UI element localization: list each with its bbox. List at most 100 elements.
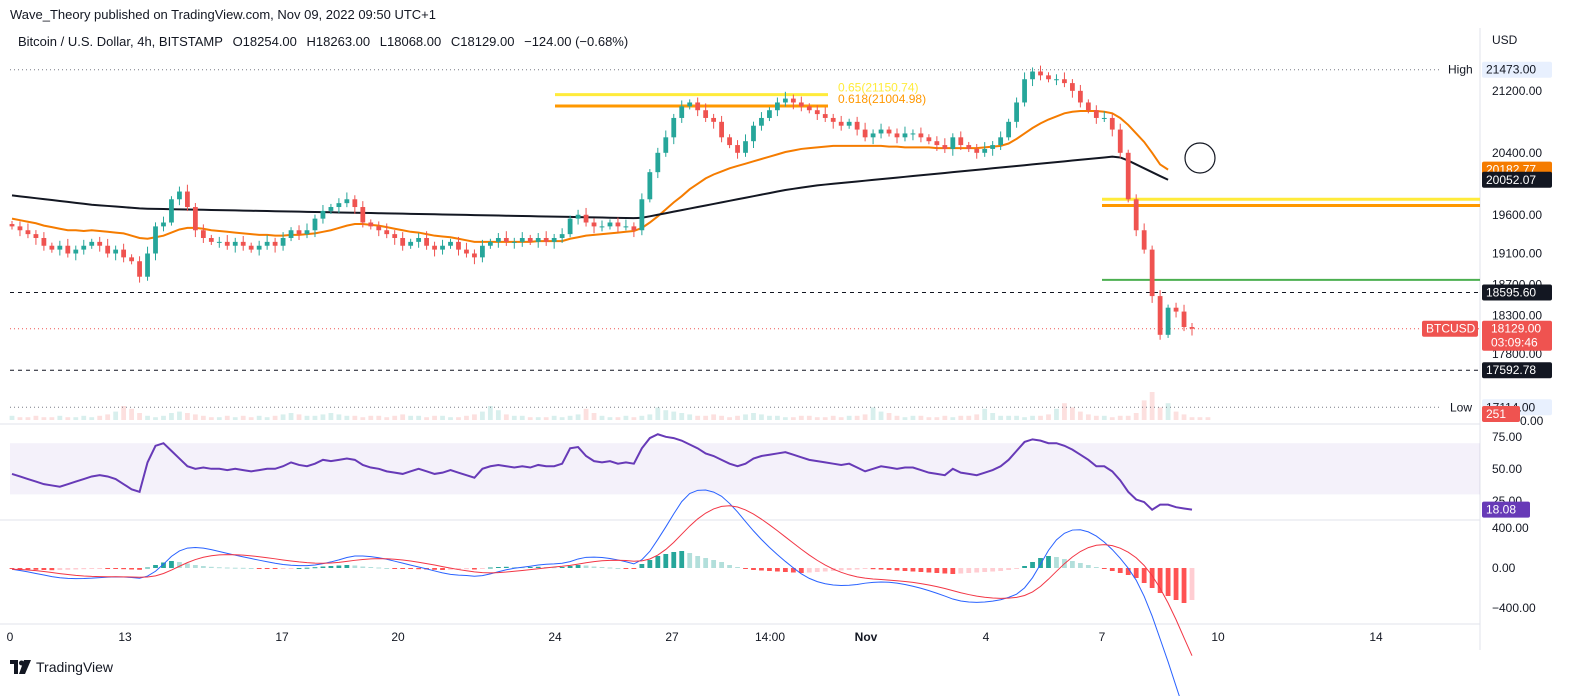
- macd-histogram-bar: [472, 568, 477, 570]
- macd-histogram-bar: [240, 567, 246, 569]
- macd-histogram-bar: [97, 568, 103, 569]
- candle-body: [759, 117, 764, 126]
- volume-bar: [1006, 415, 1012, 420]
- volume-bar: [639, 415, 645, 420]
- candle-body: [966, 145, 972, 149]
- macd-histogram-bar: [1085, 565, 1091, 568]
- candle-body: [89, 241, 95, 246]
- volume-bar: [719, 415, 724, 420]
- macd-histogram-bar: [559, 567, 565, 568]
- volume-bar: [1141, 400, 1147, 420]
- candle: [432, 241, 437, 257]
- dashed-level-label-bg: [1482, 362, 1552, 379]
- candle: [472, 249, 477, 265]
- candle-body: [551, 238, 557, 242]
- volume-bar: [424, 417, 429, 420]
- macd-histogram-bar: [535, 566, 541, 568]
- candle-body: [575, 214, 581, 219]
- dashed-level-label-text: 17592.78: [1486, 363, 1536, 377]
- candle-body: [942, 145, 948, 149]
- candle-body: [615, 222, 621, 227]
- volume-bar: [1189, 417, 1195, 420]
- rsi-axis-label: 75.00: [1492, 430, 1522, 444]
- macd-histogram-bar: [1157, 568, 1163, 593]
- macd-histogram-bar: [49, 568, 55, 571]
- macd-axis-label: 0.00: [1492, 561, 1516, 575]
- candle: [1141, 223, 1147, 254]
- volume-bar: [1125, 415, 1131, 420]
- volume-bar: [695, 415, 701, 420]
- candle-body: [735, 145, 740, 153]
- volume-bar: [73, 417, 79, 420]
- macd-histogram-bar: [1117, 568, 1123, 573]
- macd-histogram-bar: [1093, 567, 1099, 568]
- candle: [822, 107, 828, 122]
- candle-body: [782, 98, 788, 103]
- volume-bar: [551, 415, 557, 420]
- macd-histogram-bar: [743, 568, 748, 569]
- candle: [790, 94, 796, 110]
- candle: [926, 134, 932, 145]
- fib-label: 0.618(21004.98): [838, 92, 926, 106]
- macd-histogram-bar: [647, 560, 653, 568]
- candle: [1189, 323, 1195, 336]
- macd-histogram-bar: [129, 568, 134, 570]
- macd-histogram-bar: [1109, 568, 1115, 571]
- high-label: High: [1444, 61, 1478, 78]
- volume-bar: [400, 414, 406, 420]
- macd-histogram-bar: [822, 568, 828, 572]
- volume-bar: [846, 415, 852, 420]
- candle: [25, 223, 31, 239]
- candle: [81, 239, 87, 255]
- dashed-level-label-bg: [1482, 284, 1552, 301]
- candle: [719, 115, 724, 143]
- symbol-name[interactable]: Bitcoin / U.S. Dollar, 4h, BITSTAMP: [18, 34, 223, 49]
- macd-histogram-bar: [511, 567, 517, 568]
- volume-bar: [934, 417, 940, 420]
- candle-body: [543, 238, 549, 242]
- macd-histogram-bar: [336, 565, 342, 568]
- candle: [65, 238, 71, 258]
- macd-histogram-bar: [304, 567, 310, 569]
- macd-histogram-bar: [663, 554, 669, 568]
- macd-histogram-bar: [65, 568, 71, 570]
- candle-body: [926, 137, 932, 142]
- footer-brand-label: TradingView: [36, 659, 114, 675]
- macd-histogram-bar: [1189, 568, 1195, 600]
- ohlc-high: H18263.00: [306, 34, 371, 49]
- candle-body: [232, 241, 238, 246]
- macd-histogram-bar: [177, 562, 182, 568]
- candle-body: [703, 110, 709, 118]
- macd-histogram-bar: [782, 568, 788, 572]
- volume-bar: [1101, 415, 1107, 420]
- candle-body: [1141, 230, 1147, 250]
- volume-bar: [1046, 414, 1051, 420]
- candle-body: [878, 129, 884, 134]
- candle: [1014, 97, 1019, 128]
- macd-histogram-bar: [846, 568, 852, 570]
- volume-bar: [894, 415, 900, 420]
- candle: [1054, 74, 1059, 86]
- candle-body: [200, 230, 206, 238]
- volume-bar: [886, 413, 892, 420]
- candle: [527, 234, 533, 245]
- macd-histogram-bar: [224, 567, 230, 569]
- candle-body: [129, 257, 134, 262]
- volume-bar: [1014, 415, 1019, 420]
- volume-bar: [105, 414, 111, 420]
- candle: [344, 192, 350, 208]
- candle: [647, 169, 653, 203]
- macd-histogram-bar: [591, 566, 597, 568]
- volume-bar: [703, 415, 709, 420]
- candle-body: [1006, 121, 1012, 138]
- volume-bar: [336, 414, 342, 420]
- volume-bar: [1205, 417, 1211, 420]
- macd-histogram-bar: [918, 568, 924, 572]
- candle: [535, 233, 541, 248]
- y-tick-label: 18300.00: [1492, 308, 1542, 322]
- candle: [1077, 84, 1083, 108]
- macd-histogram-bar: [185, 563, 190, 568]
- macd-histogram-bar: [1149, 568, 1155, 588]
- candle: [1093, 105, 1099, 124]
